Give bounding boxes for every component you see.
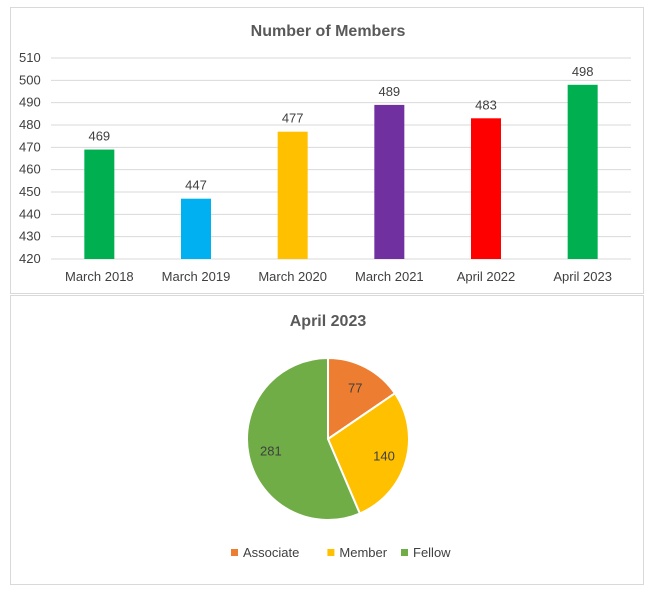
legend-swatch: [401, 549, 408, 556]
bar-data-label: 498: [572, 64, 594, 79]
x-tick-label: March 2021: [355, 269, 424, 284]
pie-data-label: 140: [373, 448, 395, 463]
y-tick-label: 510: [19, 50, 41, 65]
y-tick-label: 480: [19, 117, 41, 132]
y-tick-label: 500: [19, 72, 41, 87]
pie-data-label: 281: [260, 444, 282, 459]
bar: [84, 149, 115, 259]
bar-series: [84, 84, 598, 260]
bar-data-labels: 469 447 477 489 483 498: [88, 64, 593, 193]
pie-chart-panel: April 2023 77 140 281 Associate Member Fello…: [10, 295, 644, 585]
x-tick-label: April 2023: [553, 269, 612, 284]
pie-data-label: 77: [348, 380, 362, 395]
pie-legend: Associate Member Fellow: [231, 545, 451, 560]
legend-item: Fellow: [401, 545, 451, 560]
bar-chart: Number of Members 4204304404504604704804…: [19, 23, 631, 284]
bar-chart-panel: Number of Members 420 430 440 450 460 470 480 4…: [10, 7, 644, 294]
bar-data-label: 447: [185, 178, 207, 193]
bar: [277, 131, 308, 259]
bar-chart-title: Number of Members: [251, 23, 406, 40]
x-tick-label: April 2022: [457, 269, 516, 284]
bar-data-label: 469: [88, 129, 110, 144]
x-tick-label: March 2019: [162, 269, 231, 284]
pie-data-labels: 77 140 281: [260, 380, 395, 463]
pie-slice: [327, 356, 397, 441]
pie-slice: [246, 356, 362, 521]
legend-label: Member: [339, 545, 387, 560]
legend-label: Fellow: [413, 545, 451, 560]
pie-chart-title: April 2023: [290, 313, 367, 330]
bar: [567, 84, 598, 259]
legend-swatch: [231, 549, 238, 556]
pie-chart: April 2023 77 140 281 Associate Member Fello…: [231, 313, 451, 560]
y-tick-label: 420: [19, 251, 41, 266]
bar: [181, 198, 211, 259]
y-tick-label: 470: [19, 139, 41, 154]
y-tick-label: 440: [19, 206, 41, 221]
y-tick-label: 460: [19, 162, 41, 177]
y-tick-label: 450: [19, 184, 41, 199]
legend-label: Associate: [243, 545, 299, 560]
y-tick-label: 490: [19, 95, 41, 110]
bar: [374, 104, 405, 260]
bar-y-axis: 420 430 440 450 460 470 480 490 500 510: [19, 50, 41, 266]
bar: [471, 118, 501, 259]
bar-x-axis: March 2018 March 2019 March 2020 March 2021…: [65, 269, 612, 284]
bar-data-label: 489: [378, 84, 400, 99]
bar-gridlines: [51, 57, 631, 260]
bar-data-label: 477: [282, 111, 304, 126]
y-tick-label: 430: [19, 229, 41, 244]
legend-item: Associate: [231, 545, 299, 560]
bar-data-label: 483: [475, 97, 497, 112]
pie-slices: [246, 356, 410, 521]
x-tick-label: March 2018: [65, 269, 134, 284]
pie-slice: [326, 391, 410, 515]
legend-swatch: [327, 549, 335, 556]
x-tick-label: March 2020: [258, 269, 327, 284]
legend-item: Member: [327, 545, 388, 560]
